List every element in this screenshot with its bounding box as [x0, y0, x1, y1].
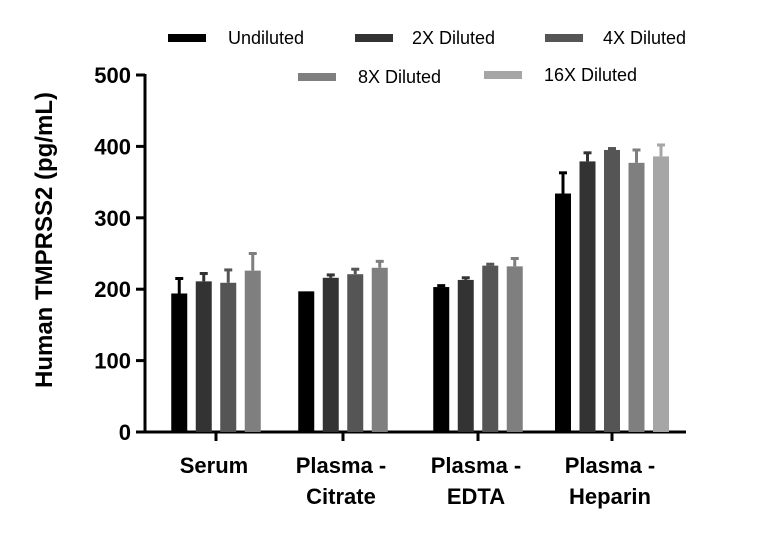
bar [628, 162, 645, 432]
bar [371, 267, 388, 432]
x-axis: Serum Plasma - Citrate Plasma - EDTA Plasma -… [143, 430, 686, 509]
legend-swatch [484, 71, 522, 79]
legend-item: 8X Diluted [298, 67, 441, 87]
bar [555, 193, 571, 432]
x-category-label: Heparin [569, 484, 651, 509]
bar [347, 274, 364, 432]
x-category-label: Citrate [306, 484, 376, 509]
bar [195, 281, 212, 432]
bar [244, 270, 261, 432]
y-tick-label: 200 [94, 277, 131, 302]
x-category-label: Serum [180, 453, 248, 478]
legend-label: 8X Diluted [358, 67, 441, 87]
bar [433, 287, 450, 432]
bar [220, 282, 237, 432]
bar [322, 277, 339, 432]
bar [653, 156, 669, 432]
legend-item: Undiluted [168, 28, 304, 48]
y-tick-label: 300 [94, 206, 131, 231]
y-tick-label: 100 [94, 349, 131, 374]
bar [604, 149, 620, 432]
legend-item: 16X Diluted [484, 65, 637, 85]
legend-item: 4X Diluted [545, 28, 686, 48]
legend-label: 4X Diluted [603, 28, 686, 48]
x-category-label: Plasma - [431, 453, 522, 478]
bars [171, 143, 669, 433]
bar [579, 161, 596, 433]
bar [506, 266, 523, 432]
legend-label: 2X Diluted [412, 28, 495, 48]
legend-swatch [545, 34, 583, 42]
x-category-label: Plasma - [565, 453, 656, 478]
legend-swatch [355, 34, 393, 42]
y-tick-label: 500 [94, 63, 131, 88]
y-tick-label: 400 [94, 134, 131, 159]
legend-item: 2X Diluted [355, 28, 495, 48]
legend-label: Undiluted [228, 28, 304, 48]
y-axis-title: Human TMPRSS2 (pg/mL) [31, 92, 58, 388]
legend-swatch [168, 34, 206, 42]
bar [171, 293, 188, 432]
bar [298, 291, 315, 432]
legend-label: 16X Diluted [544, 65, 637, 85]
x-category-label: Plasma - [296, 453, 387, 478]
y-tick-label: 0 [119, 420, 131, 445]
x-category-label: EDTA [447, 484, 505, 509]
legend: Undiluted 2X Diluted 4X Diluted 8X Diluted 1… [168, 28, 686, 87]
bar [482, 265, 499, 432]
y-axis: 0 100 200 300 400 500 [94, 63, 147, 445]
bar [457, 279, 474, 432]
legend-swatch [298, 73, 336, 81]
